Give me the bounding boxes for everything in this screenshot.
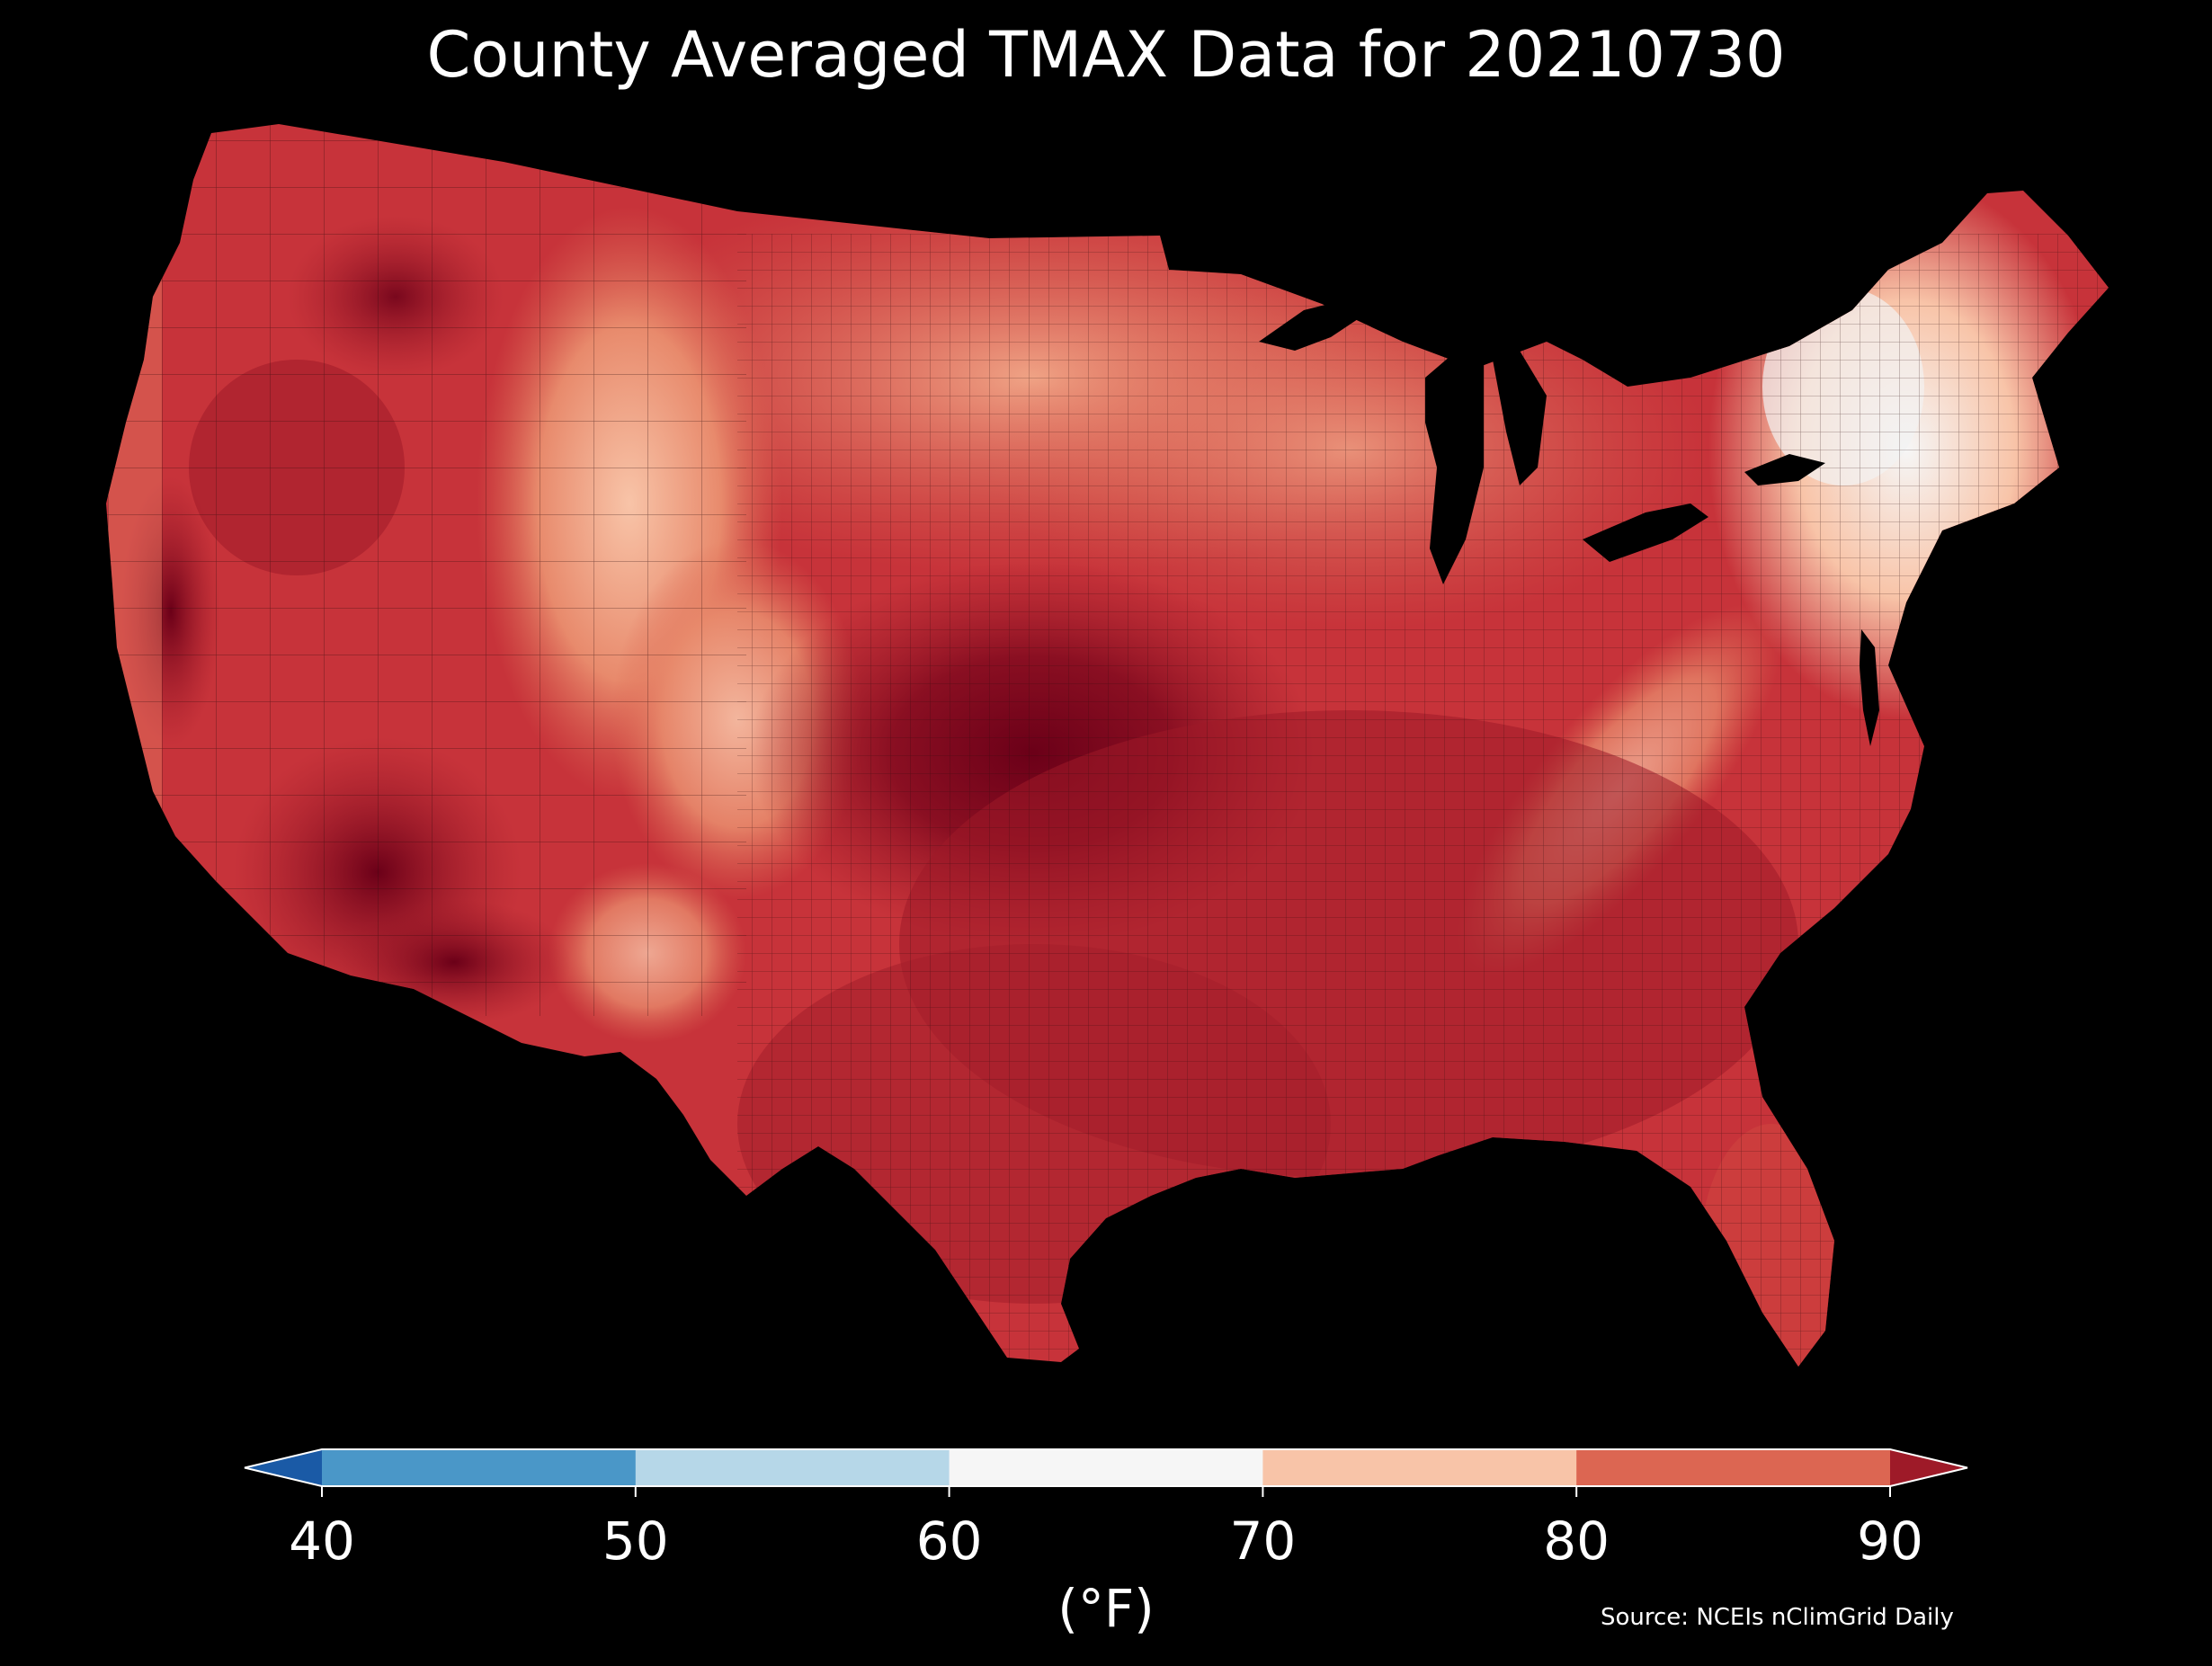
colorbar-tick-label: 80 [1543, 1510, 1610, 1572]
colorbar-bin [1262, 1449, 1577, 1486]
colorbar-extend-high [1890, 1449, 1967, 1486]
colorbar-extend-low [245, 1449, 322, 1486]
colorbar-bin [1576, 1449, 1891, 1486]
map-title: County Averaged TMAX Data for 20210730 [426, 18, 1786, 92]
colorbar-bin [949, 1449, 1263, 1486]
chesapeake-bay [1860, 629, 1879, 746]
great-lakes [1259, 297, 1825, 584]
colorbar-tick-label: 60 [915, 1510, 983, 1572]
colorbar-tick-label: 40 [289, 1510, 355, 1572]
colorbar-bin [322, 1449, 637, 1486]
colorbar-bin [635, 1449, 950, 1486]
colorbar-unit-label: (°F) [1057, 1578, 1155, 1639]
colorbar-tick-label: 70 [1229, 1510, 1297, 1572]
colorbar-tick-label: 90 [1857, 1510, 1923, 1572]
source-note: Source: NCEIs nClimGrid Daily [1601, 1604, 1954, 1631]
colorbar-tick-label: 50 [602, 1510, 669, 1572]
